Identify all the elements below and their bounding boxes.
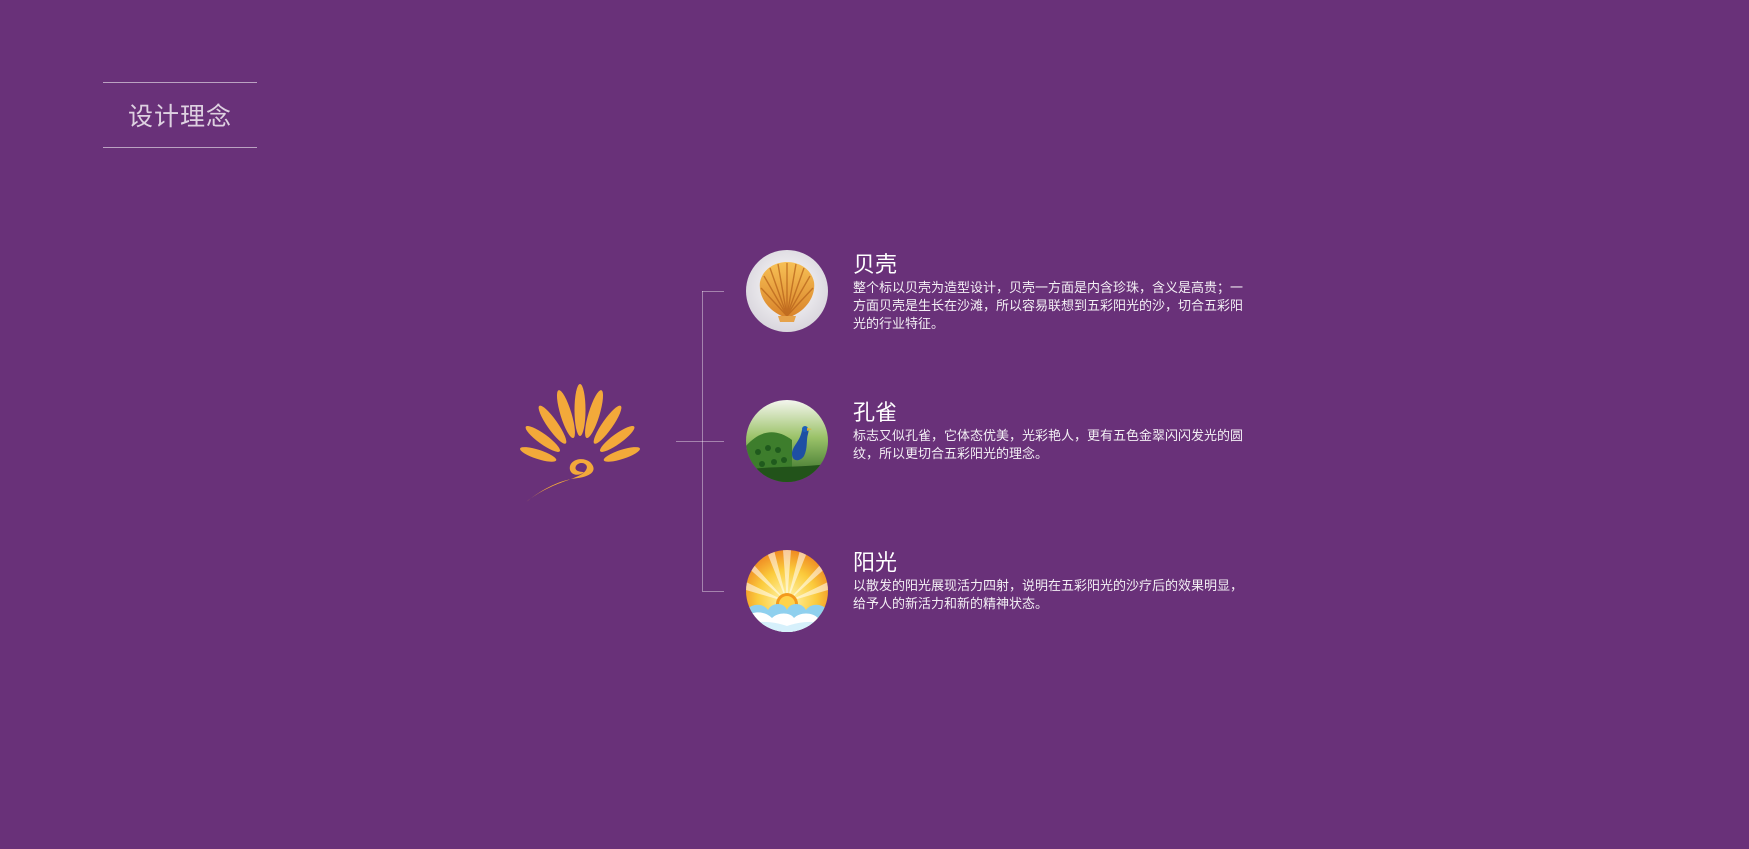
shell-peacock-logo-icon [520, 384, 640, 502]
connector-line [702, 291, 703, 591]
peacock-icon [746, 400, 828, 482]
sunrise-icon [746, 550, 828, 632]
concept-description-shell: 整个标以贝壳为造型设计，贝壳一方面是内含珍珠，含义是高贵；一方面贝壳是生长在沙滩… [853, 281, 1244, 332]
concept-title-shell: 贝壳 [853, 253, 898, 278]
connector-line [702, 591, 724, 592]
concept-description-peacock: 标志又似孔雀，它体态优美，光彩艳人，更有五色金翠闪闪发光的圆纹，所以更切合五彩阳… [853, 429, 1244, 462]
concept-title-peacock: 孔雀 [853, 401, 898, 426]
connector-line [702, 291, 724, 292]
connector-line [702, 441, 724, 442]
concept-title-sunlight: 阳光 [853, 551, 898, 576]
page-title: 设计理念 [103, 82, 257, 148]
connector-line [676, 441, 702, 442]
scallop-shell-icon [746, 250, 828, 332]
concept-description-sunlight: 以散发的阳光展现活力四射，说明在五彩阳光的沙疗后的效果明显，给予人的新活力和新的… [853, 579, 1244, 612]
